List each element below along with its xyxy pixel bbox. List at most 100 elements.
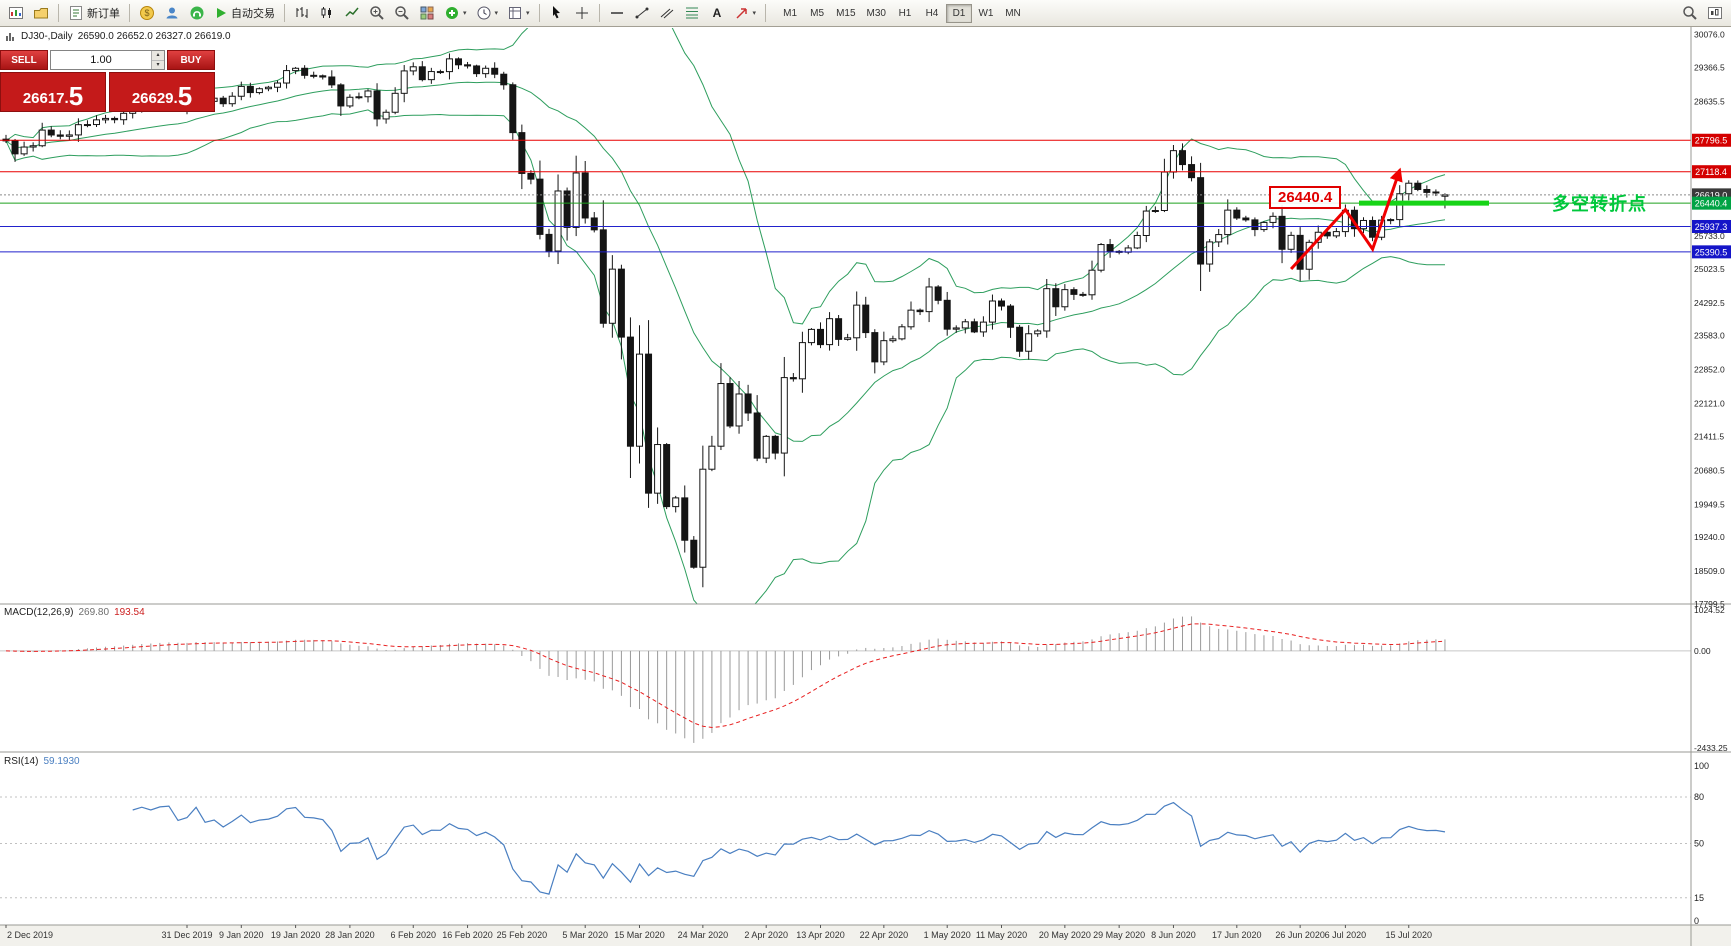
svg-text:25390.5: 25390.5 <box>1695 247 1728 257</box>
svg-text:8 Jun 2020: 8 Jun 2020 <box>1151 930 1196 940</box>
svg-text:6 Jul 2020: 6 Jul 2020 <box>1325 930 1367 940</box>
timeframe-m5-button[interactable]: M5 <box>804 4 830 23</box>
new-chart-button[interactable] <box>4 2 28 24</box>
new-order-label: 新订单 <box>87 8 120 20</box>
sell-price-display[interactable]: 26617. 5 <box>0 72 106 112</box>
profiles-icon <box>34 8 48 19</box>
svg-text:11 May 2020: 11 May 2020 <box>976 930 1027 940</box>
price-chart-panel <box>0 28 1691 604</box>
svg-text:25 Feb 2020: 25 Feb 2020 <box>497 930 548 940</box>
candlestick-mode-button[interactable] <box>315 2 339 24</box>
templates-icon <box>509 7 522 19</box>
timeframe-d1-button[interactable]: D1 <box>945 3 972 23</box>
cursor-tool-button[interactable] <box>545 2 569 24</box>
dropdown-caret-icon: ▾ <box>463 10 467 17</box>
cursor-icon <box>552 6 560 19</box>
buy-price-display[interactable]: 26629. 5 <box>109 72 215 112</box>
svg-text:0.00: 0.00 <box>1694 646 1711 656</box>
buy-price-big-digit: 5 <box>177 80 193 111</box>
turning-point-label[interactable]: 多空转折点 <box>1552 194 1647 214</box>
svg-text:19 Jan 2020: 19 Jan 2020 <box>271 930 321 940</box>
channel-tool-button[interactable] <box>655 2 679 24</box>
sell-button[interactable]: SELL <box>0 50 48 70</box>
timeframe-h1-button[interactable]: H1 <box>892 4 918 23</box>
dropdown-caret-icon: ▾ <box>494 10 499 17</box>
fibonacci-tool-button[interactable] <box>680 2 704 24</box>
svg-text:22 Apr 2020: 22 Apr 2020 <box>860 930 909 940</box>
chart-window-button[interactable] <box>1703 2 1727 24</box>
periods-clock-icon <box>477 6 491 20</box>
account-person-icon <box>166 7 178 19</box>
chart-window-icon <box>1708 7 1722 19</box>
price-annotation-box[interactable]: 26440.4 <box>1269 186 1342 209</box>
crosshair-tool-button[interactable] <box>570 2 594 24</box>
volume-field[interactable]: 1.00 ▴ ▾ <box>50 50 165 70</box>
svg-text:26619.0: 26619.0 <box>1695 190 1728 200</box>
bar-chart-mode-button[interactable] <box>290 2 314 24</box>
trendline-icon <box>635 7 649 19</box>
svg-text:5 Mar 2020: 5 Mar 2020 <box>562 930 608 940</box>
horizontal-line-tool-button[interactable] <box>605 2 629 24</box>
timeframe-w1-button[interactable]: W1 <box>973 4 999 23</box>
svg-text:A: A <box>712 6 721 20</box>
svg-text:2 Apr 2020: 2 Apr 2020 <box>744 930 788 940</box>
indicators-plus-icon <box>446 7 458 19</box>
timeframe-m30-button[interactable]: M30 <box>862 4 891 23</box>
new-order-button[interactable]: 新订单 <box>64 2 124 24</box>
svg-text:19949.5: 19949.5 <box>1694 499 1725 509</box>
text-tool-button[interactable]: A <box>705 2 729 24</box>
svg-text:28635.5: 28635.5 <box>1694 96 1725 106</box>
macd-name: MACD(12,26,9) <box>4 607 74 618</box>
timeframe-switcher: M1 M5 M15 M30 H1 H4 D1 W1 MN <box>777 3 1026 23</box>
auto-trading-button[interactable]: 自动交易 <box>210 2 279 24</box>
svg-text:18509.0: 18509.0 <box>1694 566 1725 576</box>
volume-spinner: ▴ ▾ <box>151 51 164 69</box>
periods-button[interactable]: ▾ <box>472 2 503 24</box>
sell-price-big-digit: 5 <box>68 80 84 111</box>
indicators-button[interactable]: ▾ <box>440 2 471 24</box>
svg-text:80: 80 <box>1694 792 1704 802</box>
timeframe-m15-button[interactable]: M15 <box>831 4 860 23</box>
timeframe-mn-button[interactable]: MN <box>1000 4 1026 23</box>
svg-text:-2433.25: -2433.25 <box>1694 743 1728 753</box>
tile-windows-icon <box>420 6 434 20</box>
svg-text:1024.52: 1024.52 <box>1694 605 1725 615</box>
support-button[interactable] <box>185 2 209 24</box>
trendline-tool-button[interactable] <box>630 2 654 24</box>
account-button[interactable] <box>160 2 184 24</box>
rsi-indicator-label: RSI(14) 59.1930 <box>4 756 80 767</box>
timeframe-m1-button[interactable]: M1 <box>777 4 803 23</box>
toolbar-separator <box>598 4 600 22</box>
volume-increase-button[interactable]: ▴ <box>152 51 164 61</box>
svg-text:9 Jan 2020: 9 Jan 2020 <box>219 930 264 940</box>
line-chart-mode-button[interactable] <box>340 2 364 24</box>
search-button[interactable] <box>1678 2 1702 24</box>
search-icon <box>1683 6 1697 20</box>
svg-text:15 Mar 2020: 15 Mar 2020 <box>614 930 665 940</box>
timeframe-h4-button[interactable]: H4 <box>919 4 945 23</box>
templates-button[interactable]: ▾ <box>503 2 534 24</box>
buy-button[interactable]: BUY <box>167 50 215 70</box>
equidistant-channel-icon <box>660 8 673 19</box>
deposit-button[interactable]: $ <box>135 2 159 24</box>
arrows-tool-button[interactable]: ▾ <box>730 2 761 24</box>
volume-decrease-button[interactable]: ▾ <box>152 60 164 69</box>
svg-text:$: $ <box>144 8 149 18</box>
zoom-out-button[interactable] <box>390 2 414 24</box>
profiles-button[interactable] <box>29 2 53 24</box>
svg-text:20 May 2020: 20 May 2020 <box>1039 930 1091 940</box>
svg-text:21411.5: 21411.5 <box>1694 431 1724 441</box>
svg-text:24 Mar 2020: 24 Mar 2020 <box>678 930 729 940</box>
dropdown-caret-icon: ▾ <box>752 10 757 17</box>
svg-text:28 Jan 2020: 28 Jan 2020 <box>325 930 375 940</box>
auto-trading-play-icon <box>217 8 226 18</box>
svg-text:22852.0: 22852.0 <box>1694 365 1725 375</box>
svg-text:25733.0: 25733.0 <box>1694 231 1725 241</box>
deposit-coin-icon: $ <box>140 6 154 20</box>
rsi-value: 59.1930 <box>43 756 80 767</box>
tile-windows-button[interactable] <box>415 2 439 24</box>
zoom-in-button[interactable] <box>365 2 389 24</box>
volume-value[interactable]: 1.00 <box>90 54 112 66</box>
